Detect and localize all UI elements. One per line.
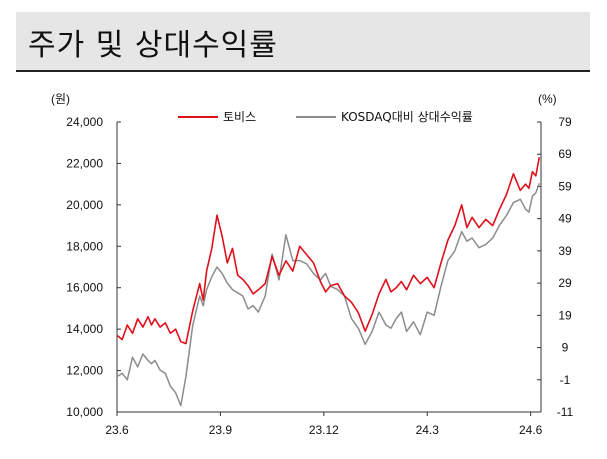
legend-label-relative: KOSDAQ대비 상대수익률 [341,110,473,124]
right-tick-label: 9 [562,341,569,355]
right-tick-label: -11 [557,405,574,419]
x-tick-label: 24.3 [416,423,440,437]
x-tick-label: 23.6 [105,423,129,437]
right-axis-unit: (%) [538,92,557,106]
x-tick-label: 23.12 [309,423,339,437]
left-axis-unit: (원) [51,92,70,106]
right-tick-label: 29 [558,276,572,290]
right-tick-label: -1 [560,373,571,387]
x-tick-label: 23.9 [209,423,233,437]
series-line-price [116,157,541,345]
legend-label-price: 토비스 [223,110,256,124]
right-tick-label: 39 [558,244,572,258]
right-tick-label: 79 [558,115,572,129]
right-tick-label: 69 [558,147,572,161]
left-tick-label: 16,000 [66,281,103,295]
x-tick-label: 24.6 [519,423,543,437]
left-tick-label: 10,000 [66,405,103,419]
left-tick-label: 24,000 [66,115,103,129]
left-tick-label: 18,000 [66,239,103,253]
left-tick-label: 22,000 [66,156,103,170]
right-tick-label: 59 [558,179,572,193]
title-banner: 주가 및 상대수익률 [16,12,590,72]
left-tick-label: 12,000 [66,364,103,378]
chart-title: 주가 및 상대수익률 [28,28,278,63]
left-tick-label: 20,000 [66,198,103,212]
series-line-relative [116,182,541,407]
right-tick-label: 19 [558,308,572,322]
left-tick-label: 14,000 [66,322,103,336]
right-tick-label: 49 [558,212,572,226]
